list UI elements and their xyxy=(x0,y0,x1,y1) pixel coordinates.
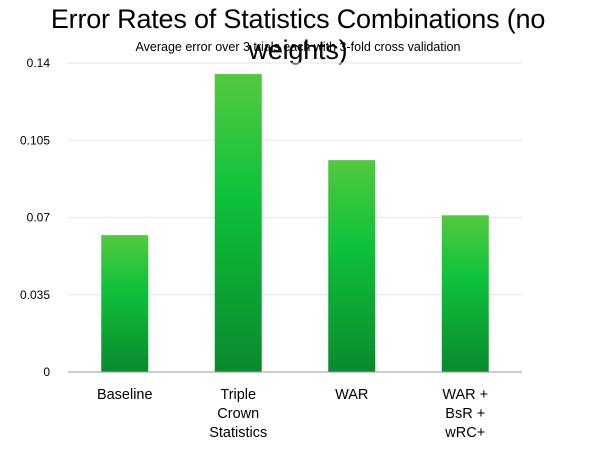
chart-title: Error Rates of Statistics Combinations (… xyxy=(50,4,546,65)
y-axis-ticks: 0 0.035 0.07 0.105 0.14 xyxy=(20,56,50,379)
x-axis-labels: Baseline Triple Crown Statistics WAR WAR + BsR… xyxy=(97,387,488,441)
y-tick-label: 0.035 xyxy=(20,288,50,302)
y-tick-label: 0.105 xyxy=(20,133,50,147)
bars xyxy=(101,74,489,373)
x-category-label: Triple Crown Statistics xyxy=(209,387,267,441)
x-category-label: Baseline xyxy=(97,387,153,403)
y-tick-label: 0 xyxy=(43,365,50,379)
bar xyxy=(328,160,376,372)
x-category-label: WAR + BsR + wRC+ xyxy=(442,387,488,441)
y-tick-label: 0.07 xyxy=(27,211,51,225)
chart-subtitle: Average error over 3 trials each with 3-… xyxy=(135,40,461,54)
y-tick-label: 0.14 xyxy=(27,56,51,70)
x-category-label: WAR xyxy=(335,387,368,403)
bar xyxy=(441,215,489,372)
bar xyxy=(214,74,262,373)
bar xyxy=(101,235,149,372)
